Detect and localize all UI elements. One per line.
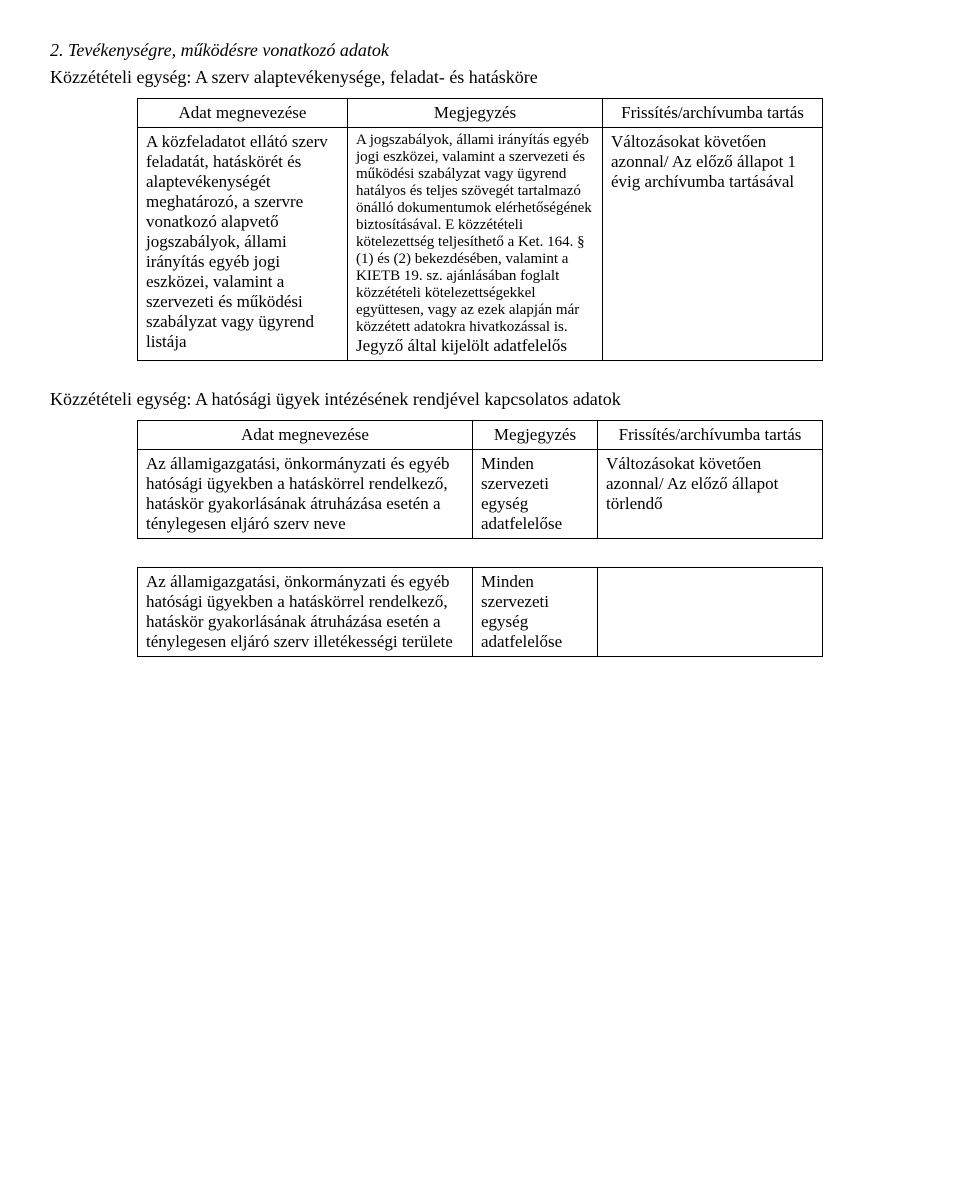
row2-col3 — [598, 568, 823, 657]
row1-col3: Változásokat követően azonnal/ Az előző … — [598, 450, 823, 539]
row-col3: Változásokat követően azonnal/ Az előző … — [603, 128, 823, 361]
table-row: Az államigazgatási, önkormányzati és egy… — [138, 568, 823, 657]
row2-col2: Minden szervezeti egység adatfelelőse — [473, 568, 598, 657]
section-title: 2. Tevékenységre, működésre vonatkozó ad… — [50, 40, 910, 61]
row-col2: A jogszabályok, állami irányítás egyéb j… — [348, 128, 603, 361]
row1-col2: Minden szervezeti egység adatfelelőse — [473, 450, 598, 539]
header-col3: Frissítés/archívumba tartás — [598, 421, 823, 450]
table-row: Az államigazgatási, önkormányzati és egy… — [138, 450, 823, 539]
header-col3: Frissítés/archívumba tartás — [603, 99, 823, 128]
table-row: A közfeladatot ellátó szerv feladatát, h… — [138, 128, 823, 361]
row-col1: A közfeladatot ellátó szerv feladatát, h… — [138, 128, 348, 361]
header-col1: Adat megnevezése — [138, 99, 348, 128]
header-col1: Adat megnevezése — [138, 421, 473, 450]
table-header-row: Adat megnevezése Megjegyzés Frissítés/ar… — [138, 99, 823, 128]
unit2-subtitle: Közzétételi egység: A hatósági ügyek int… — [50, 389, 910, 410]
unit1-subtitle: Közzétételi egység: A szerv alaptevékeny… — [50, 67, 910, 88]
header-col2: Megjegyzés — [473, 421, 598, 450]
header-col2: Megjegyzés — [348, 99, 603, 128]
unit2-table-b: Az államigazgatási, önkormányzati és egy… — [137, 567, 823, 657]
row1-col1: Az államigazgatási, önkormányzati és egy… — [138, 450, 473, 539]
row2-col1: Az államigazgatási, önkormányzati és egy… — [138, 568, 473, 657]
unit2-table: Adat megnevezése Megjegyzés Frissítés/ar… — [137, 420, 823, 539]
unit1-table: Adat megnevezése Megjegyzés Frissítés/ar… — [137, 98, 823, 361]
row-col2-note: Jegyző által kijelölt adatfelelős — [356, 336, 594, 356]
row-col2-small: A jogszabályok, állami irányítás egyéb j… — [356, 132, 592, 335]
table-header-row: Adat megnevezése Megjegyzés Frissítés/ar… — [138, 421, 823, 450]
